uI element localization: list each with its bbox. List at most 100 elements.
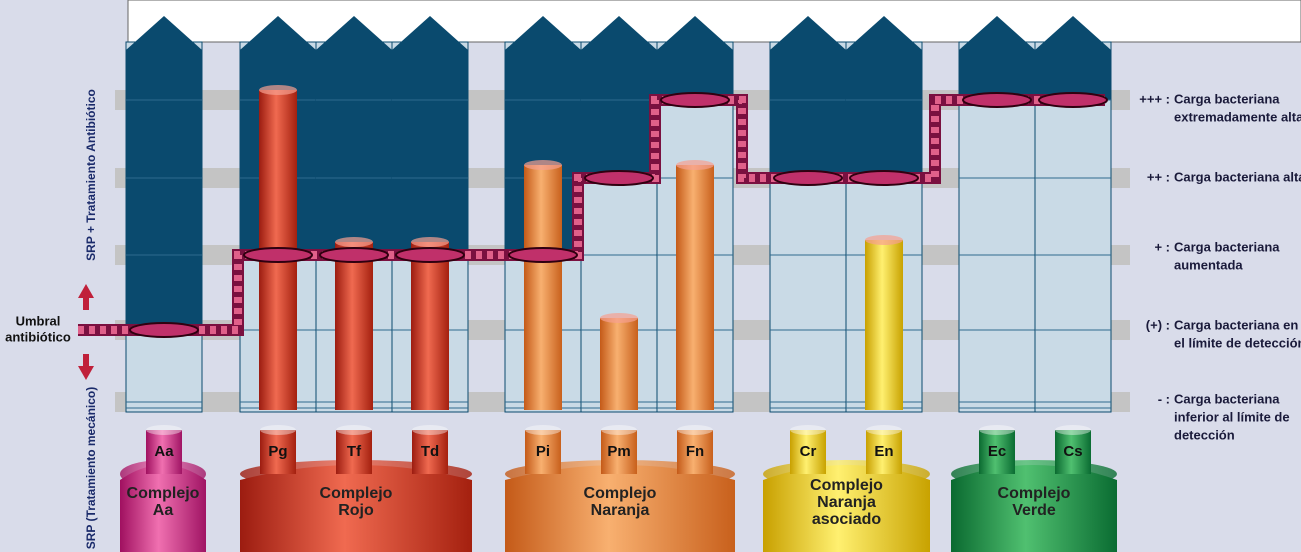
bar-top: [865, 235, 903, 245]
bar-top: [524, 160, 562, 170]
complex-base: [240, 465, 472, 552]
bacteria-label: Cr: [800, 443, 817, 460]
bacteria-label: En: [874, 443, 893, 460]
legend-symbol: - :: [1158, 391, 1170, 406]
bacteria-tube: [677, 430, 713, 474]
threshold-disc: [395, 247, 465, 263]
bacteria-label: Fn: [686, 443, 704, 460]
bacteria-tube-top: [525, 425, 561, 435]
complex-base-top: [951, 460, 1117, 488]
complex-base: [763, 465, 930, 552]
legend-text: Carga bacteriana alta: [1174, 169, 1301, 184]
complex-base: [505, 465, 735, 552]
legend-text: Carga bacteriana en: [1174, 317, 1298, 332]
complex-label: Complejo: [584, 485, 657, 502]
legend-text: Carga bacteriana: [1174, 91, 1280, 106]
bacteria-tube: [336, 430, 372, 474]
bacteria-tube: [979, 430, 1015, 474]
lower-axis-label: SRP (Tratamiento mecánico): [84, 387, 98, 550]
threshold-line: [78, 96, 1105, 334]
threshold-disc: [660, 92, 730, 108]
threshold-disc: [849, 170, 919, 186]
bacteria-tube-top: [979, 425, 1015, 435]
bacteria-bar: [600, 318, 638, 410]
column-dark: [581, 16, 657, 178]
threshold-disc: [129, 322, 199, 338]
threshold-disc: [319, 247, 389, 263]
complex-base: [120, 465, 206, 552]
bacteria-tube-top: [790, 425, 826, 435]
column-dark: [316, 16, 392, 255]
bacteria-tube: [866, 430, 902, 474]
column-dark: [770, 16, 846, 178]
arrow-up: [78, 284, 94, 310]
threshold-disc: [773, 170, 843, 186]
threshold-disc: [508, 247, 578, 263]
bacteria-tube-top: [260, 425, 296, 435]
bacteria-tube-top: [146, 425, 182, 435]
column-dark: [657, 16, 733, 100]
complex-label: Complejo: [127, 485, 200, 502]
bar-top: [411, 237, 449, 247]
threshold-disc: [1038, 92, 1108, 108]
bacteria-label: Ec: [988, 443, 1006, 460]
arrow-down: [78, 354, 94, 380]
bacteria-tube: [1055, 430, 1091, 474]
complex-label: Complejo: [810, 477, 883, 494]
bacteria-tube: [146, 430, 182, 474]
bacteria-tube-top: [601, 425, 637, 435]
bacteria-tube: [525, 430, 561, 474]
legend-symbol: (+) :: [1146, 317, 1170, 332]
bar-top: [676, 160, 714, 170]
bacteria-bar: [411, 242, 449, 410]
bacteria-tube: [260, 430, 296, 474]
legend-text: aumentada: [1174, 257, 1243, 272]
bacteria-tube: [790, 430, 826, 474]
bacteria-tube-top: [677, 425, 713, 435]
threshold-disc: [243, 247, 313, 263]
column-dark: [1035, 16, 1111, 100]
complex-base: [951, 465, 1117, 552]
complex-label: Naranja: [817, 494, 876, 511]
bacteria-bar: [524, 165, 562, 410]
column-dark: [392, 16, 468, 255]
column-dark: [846, 16, 922, 178]
bacteria-label: Pi: [536, 443, 550, 460]
threshold-label: antibiótico: [5, 329, 71, 344]
complex-label: Verde: [1012, 502, 1056, 519]
complex-label: asociado: [812, 511, 882, 528]
legend-text: el límite de detección: [1174, 335, 1301, 350]
legend-text: detección: [1174, 427, 1235, 442]
bacteria-bar: [865, 240, 903, 410]
complex-label: Rojo: [338, 502, 374, 519]
upper-axis-label: SRP + Tratamiento Antibiótico: [84, 89, 98, 261]
column-dark: [126, 16, 202, 330]
legend-text: inferior al límite de: [1174, 409, 1290, 424]
bacteria-bar: [676, 165, 714, 410]
bacteria-label: Td: [421, 443, 439, 460]
bacteria-bar: [335, 242, 373, 410]
legend-symbol: ++ :: [1147, 169, 1170, 184]
bacteria-tube: [601, 430, 637, 474]
complex-label: Aa: [153, 502, 174, 519]
complex-label: Naranja: [591, 502, 650, 519]
bar-top: [259, 85, 297, 95]
threshold-disc: [584, 170, 654, 186]
legend-text: Carga bacteriana: [1174, 391, 1280, 406]
threshold-disc: [962, 92, 1032, 108]
legend-text: Carga bacteriana: [1174, 239, 1280, 254]
bacteria-tube-top: [1055, 425, 1091, 435]
bacteria-label: Aa: [154, 443, 174, 460]
bar-top: [600, 313, 638, 323]
complex-label: Complejo: [320, 485, 393, 502]
complex-label: Complejo: [998, 485, 1071, 502]
bacteria-tube-top: [866, 425, 902, 435]
bar-top: [335, 237, 373, 247]
bacteria-label: Cs: [1063, 443, 1082, 460]
bacteria-label: Pm: [607, 443, 630, 460]
bacteria-tube-top: [336, 425, 372, 435]
bacteria-tube: [412, 430, 448, 474]
legend-symbol: +++ :: [1139, 91, 1170, 106]
